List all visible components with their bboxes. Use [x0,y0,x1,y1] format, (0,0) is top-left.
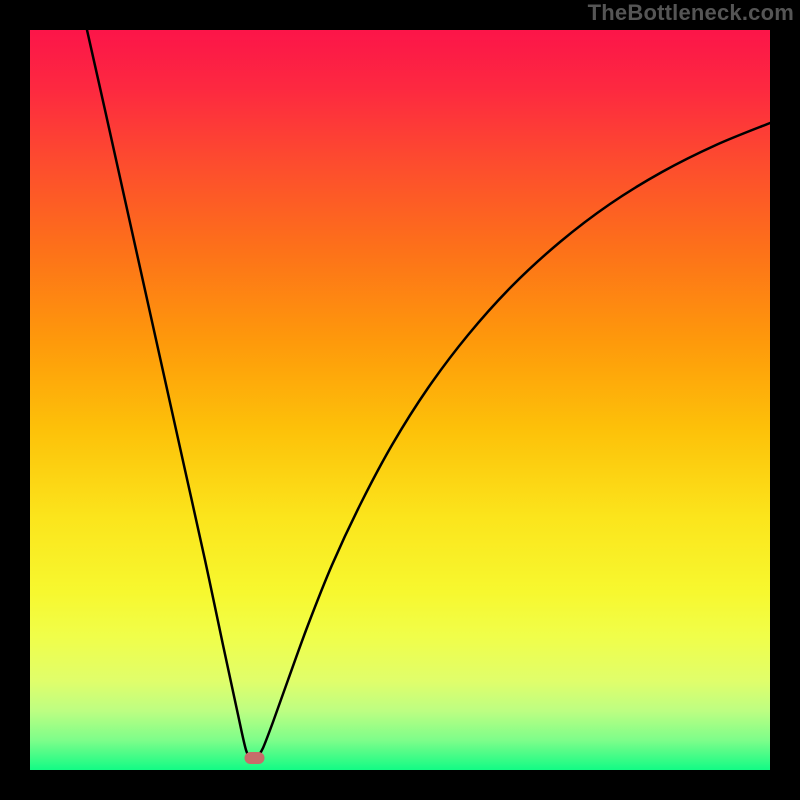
bottleneck-chart [30,30,770,770]
minimum-marker [245,752,265,764]
watermark-text: TheBottleneck.com [588,0,794,26]
chart-background [30,30,770,770]
